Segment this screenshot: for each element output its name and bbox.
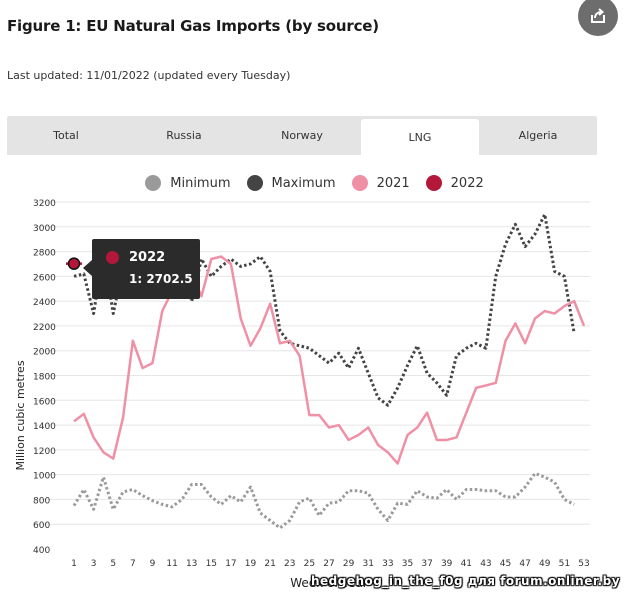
x-tick-label: 21 <box>264 559 275 569</box>
series-line-maximum <box>73 212 576 407</box>
legend-label: Maximum <box>271 175 336 191</box>
y-tick-label: 1200 <box>33 447 56 457</box>
x-tick-label: 11 <box>166 559 177 569</box>
chart-legend: Minimum Maximum 2021 2022 <box>0 175 629 191</box>
x-tick-label: 33 <box>382 559 393 569</box>
y-axis-label: Million cubic metres <box>14 360 27 470</box>
series-line-minimum <box>72 471 575 530</box>
x-tick-label: 15 <box>206 559 217 569</box>
legend-label: 2021 <box>376 175 410 191</box>
x-axis-ticks: 1 3 5 7 9 11 13 15 17 19 21 23 25 27 29 31 33 35 37 39 41 43 4… <box>71 559 590 569</box>
grid-lines <box>34 201 590 525</box>
legend-item-maximum[interactable]: Maximum <box>246 175 336 191</box>
data-point-2022[interactable] <box>67 257 81 270</box>
y-tick-label: 3000 <box>33 224 56 234</box>
y-tick-label: 2600 <box>33 273 56 283</box>
y-tick-label: 2200 <box>33 323 56 333</box>
x-tick-label: 39 <box>441 559 453 569</box>
watermark-text: hedgehog_in_the_f0g для forum.onliner.by <box>311 574 621 588</box>
tab-algeria[interactable]: Algeria <box>518 129 558 142</box>
series-line-2021 <box>73 255 586 465</box>
legend-label: 2022 <box>450 175 484 191</box>
y-tick-label: 3200 <box>33 199 56 209</box>
y-axis-ticks: 400 600 800 1000 1200 1400 1600 1800 2000 2200 240… <box>33 199 56 556</box>
x-tick-label: 25 <box>304 559 315 569</box>
y-tick-label: 2000 <box>33 348 56 358</box>
tab-russia[interactable]: Russia <box>166 129 202 142</box>
x-axis-label: Week of Year <box>290 576 368 590</box>
x-tick-label: 3 <box>91 559 97 569</box>
x-tick-label: 35 <box>402 559 413 569</box>
x-tick-label: 9 <box>150 559 156 569</box>
x-tick-label: 45 <box>500 559 511 569</box>
y-tick-label: 1000 <box>33 472 56 482</box>
y-tick-label: 1600 <box>33 397 56 407</box>
x-tick-label: 23 <box>284 559 295 569</box>
source-tabs: Total Russia Norway LNG Algeria <box>7 116 597 155</box>
tab-lng[interactable]: LNG <box>361 119 479 155</box>
x-tick-label: 43 <box>480 559 491 569</box>
legend-swatch-minimum <box>145 175 162 191</box>
y-tick-label: 800 <box>33 496 50 506</box>
y-tick-label: 1400 <box>33 422 56 432</box>
legend-item-minimum[interactable]: Minimum <box>145 175 231 191</box>
legend-item-2021[interactable]: 2021 <box>351 175 410 191</box>
x-tick-label: 51 <box>559 559 570 569</box>
x-tick-label: 53 <box>578 559 589 569</box>
last-updated-text: Last updated: 11/01/2022 (updated every … <box>7 69 291 82</box>
x-tick-label: 29 <box>343 559 355 569</box>
y-tick-label: 1800 <box>33 373 56 383</box>
figure-title: Figure 1: EU Natural Gas Imports (by sou… <box>7 17 379 35</box>
tooltip-series-name: 2022 <box>129 250 166 265</box>
x-tick-label: 47 <box>519 559 530 569</box>
tab-total[interactable]: Total <box>53 129 79 142</box>
x-tick-label: 27 <box>323 559 334 569</box>
x-tick-label: 5 <box>110 559 116 569</box>
x-tick-label: 19 <box>245 559 257 569</box>
tooltip-series-dot <box>106 251 119 264</box>
tooltip-value: 1: 2702.5 <box>129 272 193 286</box>
x-tick-label: 41 <box>461 559 472 569</box>
share-icon <box>591 8 605 23</box>
x-tick-label: 31 <box>363 559 374 569</box>
x-tick-label: 7 <box>130 559 136 569</box>
x-tick-label: 37 <box>421 559 432 569</box>
share-button[interactable] <box>578 0 618 36</box>
legend-swatch-maximum <box>246 175 263 191</box>
y-tick-label: 400 <box>33 546 50 556</box>
x-tick-label: 13 <box>186 559 197 569</box>
tab-norway[interactable]: Norway <box>281 129 323 142</box>
y-tick-label: 600 <box>33 521 50 531</box>
y-tick-label: 2400 <box>33 298 56 308</box>
y-tick-label: 2800 <box>33 249 56 259</box>
legend-swatch-2021 <box>351 175 368 191</box>
series-lines <box>66 212 586 530</box>
data-tooltip: 2022 1: 2702.5 <box>83 239 200 299</box>
legend-label: Minimum <box>170 175 231 191</box>
legend-item-2022[interactable]: 2022 <box>425 175 484 191</box>
x-tick-label: 49 <box>539 559 551 569</box>
legend-swatch-2022 <box>425 175 442 191</box>
x-tick-label: 1 <box>71 559 77 569</box>
x-tick-label: 17 <box>225 559 236 569</box>
